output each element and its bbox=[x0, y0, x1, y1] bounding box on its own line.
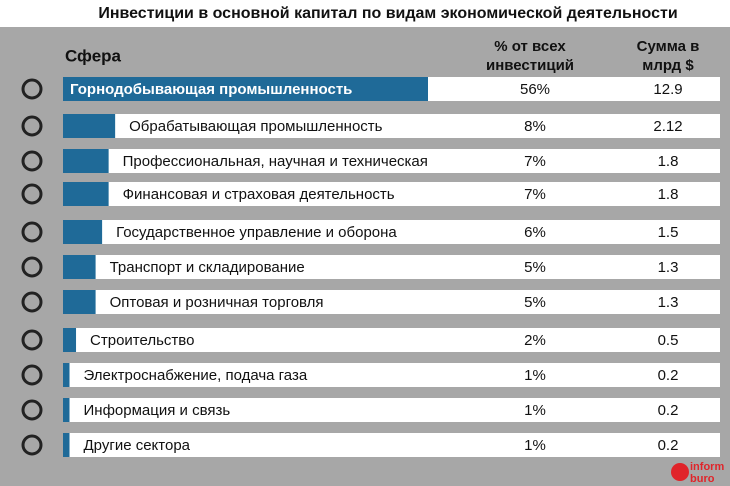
category-label: Информация и связь bbox=[84, 402, 231, 419]
icon bbox=[21, 434, 43, 456]
icon bbox=[21, 150, 43, 172]
value-label: 6% bbox=[524, 224, 546, 241]
value-header: % от всех bbox=[494, 38, 566, 55]
category-label: Профессиональная, научная и техническая bbox=[123, 153, 428, 170]
icon bbox=[21, 329, 43, 351]
logo bbox=[671, 463, 689, 481]
icon bbox=[21, 364, 43, 386]
row-background bbox=[63, 114, 720, 138]
bar bbox=[63, 433, 70, 457]
row-background bbox=[63, 255, 720, 279]
value-label: 1% bbox=[524, 437, 546, 454]
icon bbox=[21, 221, 43, 243]
category-label: Финансовая и страховая деятельность bbox=[123, 186, 395, 203]
category-label: Обрабатывающая промышленность bbox=[129, 118, 383, 135]
category-label: Горнодобывающая промышленность bbox=[70, 81, 352, 98]
category-label: Государственное управление и оборона bbox=[116, 224, 397, 241]
value-label: 5% bbox=[524, 294, 546, 311]
watermark-text: buro bbox=[690, 473, 715, 485]
amount-label: 1.8 bbox=[658, 186, 679, 203]
value-header: инвестиций bbox=[486, 57, 574, 74]
row-background bbox=[63, 363, 720, 387]
bar bbox=[63, 182, 109, 206]
category-label: Строительство bbox=[90, 332, 194, 349]
bar bbox=[63, 363, 70, 387]
row-background bbox=[63, 182, 720, 206]
amount-label: 1.3 bbox=[658, 259, 679, 276]
amount-label: 1.8 bbox=[658, 153, 679, 170]
bar bbox=[63, 290, 96, 314]
category-label: Электроснабжение, подача газа bbox=[84, 367, 308, 384]
icon bbox=[21, 183, 43, 205]
bar bbox=[63, 398, 70, 422]
bar bbox=[63, 255, 96, 279]
row-background bbox=[63, 398, 720, 422]
amount-header: млрд $ bbox=[642, 57, 694, 74]
amount-label: 12.9 bbox=[653, 81, 682, 98]
bar bbox=[63, 77, 428, 101]
value-label: 56% bbox=[520, 81, 550, 98]
amount-label: 1.5 bbox=[658, 224, 679, 241]
value-label: 1% bbox=[524, 402, 546, 419]
category-label: Оптовая и розничная торговля bbox=[110, 294, 324, 311]
bar bbox=[63, 328, 77, 352]
bar bbox=[63, 114, 116, 138]
value-label: 7% bbox=[524, 186, 546, 203]
watermark-text: inform bbox=[690, 461, 724, 473]
value-label: 2% bbox=[524, 332, 546, 349]
amount-label: 2.12 bbox=[653, 118, 682, 135]
icon bbox=[21, 291, 43, 313]
value-label: 7% bbox=[524, 153, 546, 170]
icon bbox=[21, 78, 43, 100]
title-band bbox=[0, 0, 730, 27]
amount-label: 0.2 bbox=[658, 437, 679, 454]
icon bbox=[21, 399, 43, 421]
row-background bbox=[63, 328, 720, 352]
value-label: 1% bbox=[524, 367, 546, 384]
row-background bbox=[63, 433, 720, 457]
chart-title: Инвестиции в основной капитал по видам э… bbox=[98, 5, 677, 22]
bar bbox=[63, 220, 103, 244]
icon bbox=[21, 115, 43, 137]
row-background bbox=[63, 290, 720, 314]
bar bbox=[63, 149, 109, 173]
amount-label: 0.2 bbox=[658, 402, 679, 419]
amount-label: 0.2 bbox=[658, 367, 679, 384]
category-label: Другие сектора bbox=[84, 437, 191, 454]
category-header: Сфера bbox=[65, 46, 122, 65]
amount-label: 1.3 bbox=[658, 294, 679, 311]
amount-header: Сумма в bbox=[637, 38, 700, 55]
category-label: Транспорт и складирование bbox=[110, 259, 305, 276]
icon bbox=[21, 256, 43, 278]
value-label: 5% bbox=[524, 259, 546, 276]
value-label: 8% bbox=[524, 118, 546, 135]
row-background bbox=[63, 149, 720, 173]
watermark: inform buro bbox=[671, 461, 724, 485]
amount-label: 0.5 bbox=[658, 332, 679, 349]
row-background bbox=[63, 220, 720, 244]
